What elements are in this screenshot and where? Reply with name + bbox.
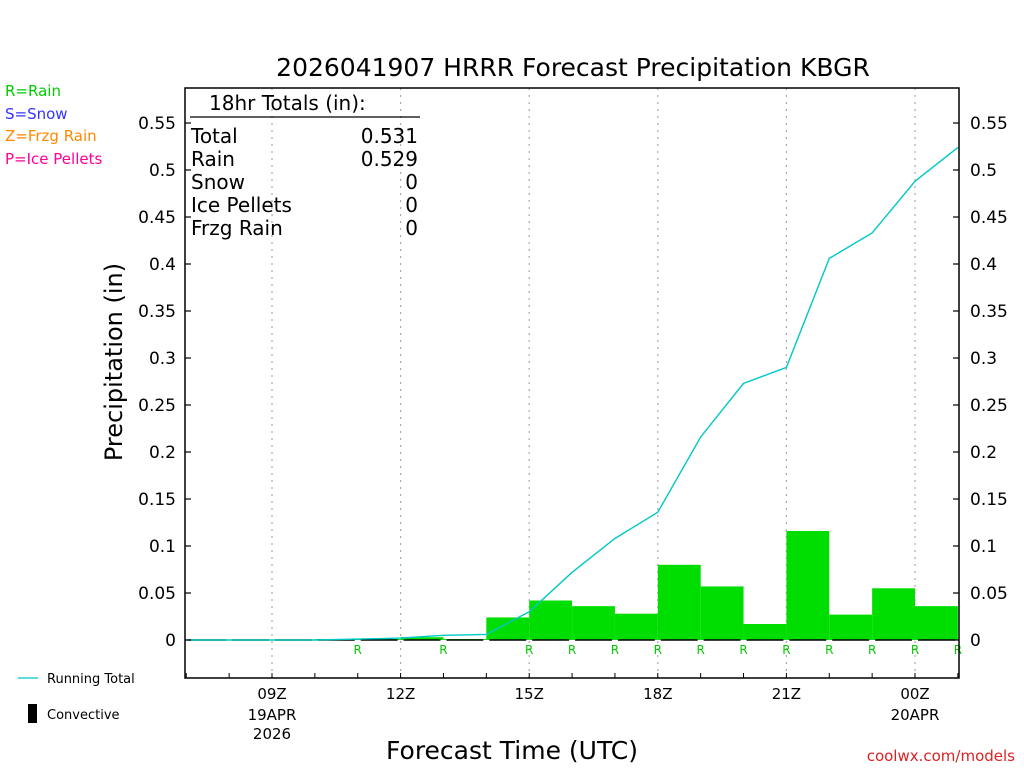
precip-bar [529, 600, 573, 640]
y-tick-label-left: 0.15 [138, 490, 176, 510]
ptype-marker: R [568, 643, 576, 657]
plot-frame [184, 87, 960, 679]
precip-bar [400, 637, 444, 640]
ptype-key-frzg-rain: Z=Frzg Rain [5, 127, 97, 145]
y-tick-label-left: 0.2 [149, 443, 176, 463]
ptype-marker: R [911, 643, 919, 657]
y-tick-label-left: 0.35 [138, 302, 176, 322]
y-tick-label-right: 0.5 [970, 161, 997, 181]
y-tick-label-left: 0.5 [149, 161, 176, 181]
y-tick-label-right: 0.05 [970, 584, 1008, 604]
ptype-key-rain: R=Rain [5, 82, 61, 100]
x-tick-label: 15Z [515, 685, 544, 703]
totals-row-value: 0.529 [361, 147, 418, 171]
ptype-marker: R [439, 643, 447, 657]
y-tick-label-left: 0.55 [138, 114, 176, 134]
totals-row-value: 0 [405, 170, 418, 194]
ptype-marker: R [611, 643, 619, 657]
y-tick-label-right: 0.2 [970, 443, 997, 463]
precip-bars [314, 530, 958, 640]
precip-bar [829, 614, 873, 640]
y-tick-label-right: 0.55 [970, 114, 1008, 134]
running-total-line [186, 146, 959, 641]
x-tick-label: 00Z [900, 685, 929, 703]
precip-bar [872, 588, 915, 640]
precip-bar [614, 613, 658, 640]
legend-running-total-label: Running Total [47, 672, 135, 687]
ptype-marker: R [354, 643, 362, 657]
y-tick-label-right: 0.35 [970, 302, 1008, 322]
x-tick-label: 09Z [257, 685, 286, 703]
legend-convective-swatch [28, 704, 37, 723]
totals-row-label: Rain [191, 147, 235, 171]
totals-header: 18hr Totals (in): [209, 91, 366, 115]
ptype-marker: R [782, 643, 790, 657]
y-tick-label-left: 0.3 [149, 349, 176, 369]
x-tick-label: 18Z [643, 685, 672, 703]
y-tick-label-right: 0.1 [970, 537, 997, 557]
grid-lines [271, 88, 916, 678]
precip-bar [486, 617, 530, 640]
precip-bar [700, 586, 744, 640]
totals-row-label: Total [190, 124, 238, 148]
y-axis-label: Precipitation (in) [100, 263, 128, 461]
totals-row-value: 0 [405, 193, 418, 217]
precip-bar [572, 606, 615, 640]
x-tick-label: 12Z [386, 685, 415, 703]
y-tick-label-left: 0.25 [138, 396, 176, 416]
ptype-key-ice-pellets: P=Ice Pellets [5, 150, 102, 168]
y-tick-label-right: 0.15 [970, 490, 1008, 510]
x-tick-date-label: 19APR [248, 706, 297, 724]
y-tick-label-left: 0.05 [138, 584, 176, 604]
precip-bar [786, 530, 830, 640]
x-tick-label: 21Z [772, 685, 801, 703]
credit-text: coolwx.com/models [867, 747, 1015, 765]
precip-bar [915, 606, 958, 640]
legend-convective-label: Convective [47, 708, 120, 723]
y-tick-label-left: 0.45 [138, 208, 176, 228]
ptype-marker: R [696, 643, 704, 657]
y-tick-label-right: 0.45 [970, 208, 1008, 228]
running-total-series [186, 146, 959, 641]
x-tick-date-label: 20APR [891, 706, 940, 724]
chart-title: 2026041907 HRRR Forecast Precipitation K… [276, 53, 870, 82]
y-tick-label-right: 0 [970, 631, 981, 651]
totals-box: 18hr Totals (in): Total 0.531 Rain 0.529 Sno… [190, 91, 420, 240]
totals-row-value: 0.531 [361, 124, 418, 148]
totals-row-label: Ice Pellets [191, 193, 292, 217]
ptype-marker: R [868, 643, 876, 657]
ptype-marker: R [954, 643, 962, 657]
ptype-marker: R [825, 643, 833, 657]
y-ticks: 0 00.05 0.050.1 0.10.15 0.150.2 0.20.25 0.250.… [138, 114, 1008, 651]
precip-bar [657, 564, 701, 640]
ptype-key-snow: S=Snow [5, 105, 68, 123]
y-tick-label-left: 0 [165, 631, 176, 651]
totals-row-label: Frzg Rain [191, 216, 283, 240]
x-axis-label: Forecast Time (UTC) [386, 736, 638, 765]
precip-bar [743, 624, 787, 640]
y-tick-label-left: 0.1 [149, 537, 176, 557]
x-tick-year-label: 2026 [253, 725, 291, 743]
y-tick-label-right: 0.4 [970, 255, 997, 275]
y-tick-label-right: 0.25 [970, 396, 1008, 416]
ptype-marker: R [739, 643, 747, 657]
totals-row-label: Snow [191, 170, 245, 194]
ptype-marker: R [654, 643, 662, 657]
totals-row-value: 0 [405, 216, 418, 240]
y-tick-label-left: 0.4 [149, 255, 176, 275]
y-tick-label-right: 0.3 [970, 349, 997, 369]
ptype-marker: R [525, 643, 533, 657]
